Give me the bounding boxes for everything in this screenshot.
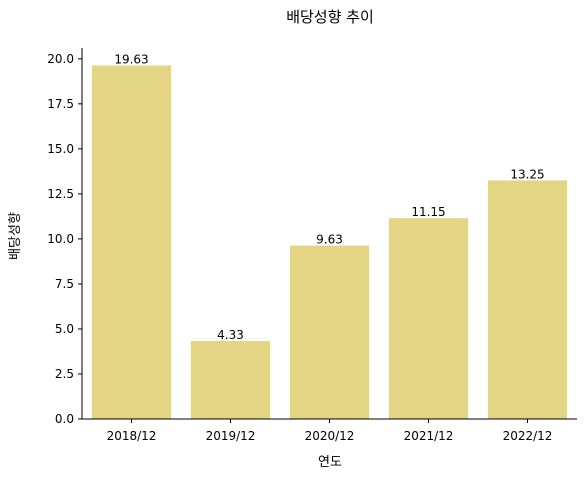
data-label-2019-12: 4.33 [217,328,244,342]
y-tick-label: 20.0 [47,52,74,66]
x-tick-label-2020-12: 2020/12 [305,429,355,443]
bar-2018-12 [91,65,172,419]
y-tick-label: 12.5 [47,187,74,201]
x-axis-label: 연도 [318,455,342,470]
y-axis-ticks: 0.0 2.5 5.0 7.5 10.0 12.5 15.0 17.5 20.0 [47,52,82,426]
y-tick-label: 10.0 [47,232,74,246]
data-label-2021-12: 11.15 [411,205,445,219]
x-axis-ticks: 2018/12 2019/12 2020/12 2021/12 2022/12 [107,419,553,443]
y-tick-label: 17.5 [47,97,74,111]
y-tick-label: 2.5 [55,367,74,381]
y-axis-label: 배당성향 [8,212,23,260]
data-labels-group: 19.63 4.33 9.63 11.15 13.25 [114,52,544,342]
x-tick-label-2021-12: 2021/12 [404,429,454,443]
bar-2021-12 [388,218,469,419]
x-tick-label-2022-12: 2022/12 [503,429,553,443]
bar-2020-12 [289,245,370,419]
data-label-2022-12: 13.25 [510,167,544,181]
y-tick-label: 15.0 [47,142,74,156]
bars-group [91,65,568,419]
data-label-2018-12: 19.63 [114,52,148,66]
x-tick-label-2018-12: 2018/12 [107,429,157,443]
bar-2019-12 [190,341,271,419]
data-label-2020-12: 9.63 [316,233,343,247]
chart-title: 배당성향 추이 [286,8,374,26]
bar-2022-12 [487,180,568,419]
x-tick-label-2019-12: 2019/12 [206,429,256,443]
y-tick-label: 7.5 [55,277,74,291]
y-tick-label: 0.0 [55,412,74,426]
y-tick-label: 5.0 [55,322,74,336]
